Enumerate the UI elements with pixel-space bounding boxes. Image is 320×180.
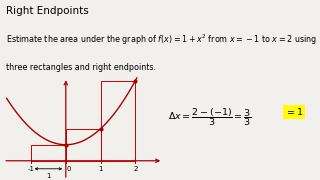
Text: $= 1$: $= 1$ (285, 106, 304, 117)
Bar (66, 129, 100, 161)
Text: three rectangles and right endpoints.: three rectangles and right endpoints. (6, 63, 156, 72)
Text: 2: 2 (133, 166, 138, 172)
Bar (31, 145, 66, 161)
Text: 1: 1 (46, 173, 51, 179)
Text: 0: 0 (66, 166, 71, 172)
Text: $\Delta x = \dfrac{2-(-1)}{3} = \dfrac{3}{3}$: $\Delta x = \dfrac{2-(-1)}{3} = \dfrac{3… (168, 106, 252, 128)
Bar (100, 81, 135, 161)
Text: Estimate the area under the graph of $f(x) = 1 + x^2$ from $x = -1$ to $x = 2$ u: Estimate the area under the graph of $f(… (6, 32, 317, 47)
Text: -1: -1 (28, 166, 35, 172)
Text: Right Endpoints: Right Endpoints (6, 6, 89, 17)
Text: 1: 1 (98, 166, 103, 172)
